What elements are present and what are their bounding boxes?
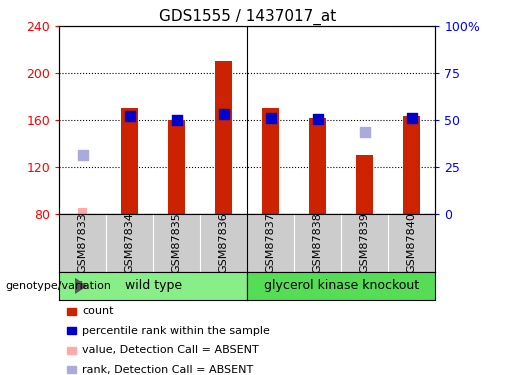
- Bar: [356, 155, 373, 214]
- Point: [173, 117, 181, 123]
- Point: [267, 115, 275, 121]
- Text: GSM87840: GSM87840: [407, 212, 417, 273]
- Text: value, Detection Call = ABSENT: value, Detection Call = ABSENT: [82, 345, 259, 355]
- Text: percentile rank within the sample: percentile rank within the sample: [82, 326, 270, 336]
- Text: genotype/variation: genotype/variation: [5, 281, 111, 291]
- Bar: [168, 120, 185, 214]
- Bar: [78, 208, 87, 214]
- Bar: [122, 108, 138, 214]
- Bar: [263, 108, 279, 214]
- Text: GSM87838: GSM87838: [313, 212, 323, 273]
- Point: [360, 129, 369, 135]
- Text: GSM87839: GSM87839: [359, 212, 370, 273]
- Point: [79, 152, 87, 158]
- Text: GSM87833: GSM87833: [78, 212, 88, 273]
- Point: [314, 116, 322, 122]
- Point: [126, 114, 134, 120]
- Text: glycerol kinase knockout: glycerol kinase knockout: [264, 279, 419, 292]
- Text: rank, Detection Call = ABSENT: rank, Detection Call = ABSENT: [82, 365, 254, 375]
- Text: GSM87837: GSM87837: [266, 212, 276, 273]
- Point: [407, 115, 416, 121]
- Bar: [215, 62, 232, 214]
- Text: GSM87834: GSM87834: [125, 212, 135, 273]
- Text: wild type: wild type: [125, 279, 182, 292]
- Text: count: count: [82, 306, 114, 316]
- Point: [219, 111, 228, 117]
- Text: GSM87835: GSM87835: [171, 212, 182, 273]
- Polygon shape: [75, 278, 88, 294]
- Bar: [403, 117, 420, 214]
- Bar: [310, 118, 326, 214]
- Text: GSM87836: GSM87836: [219, 212, 229, 273]
- Title: GDS1555 / 1437017_at: GDS1555 / 1437017_at: [159, 9, 336, 25]
